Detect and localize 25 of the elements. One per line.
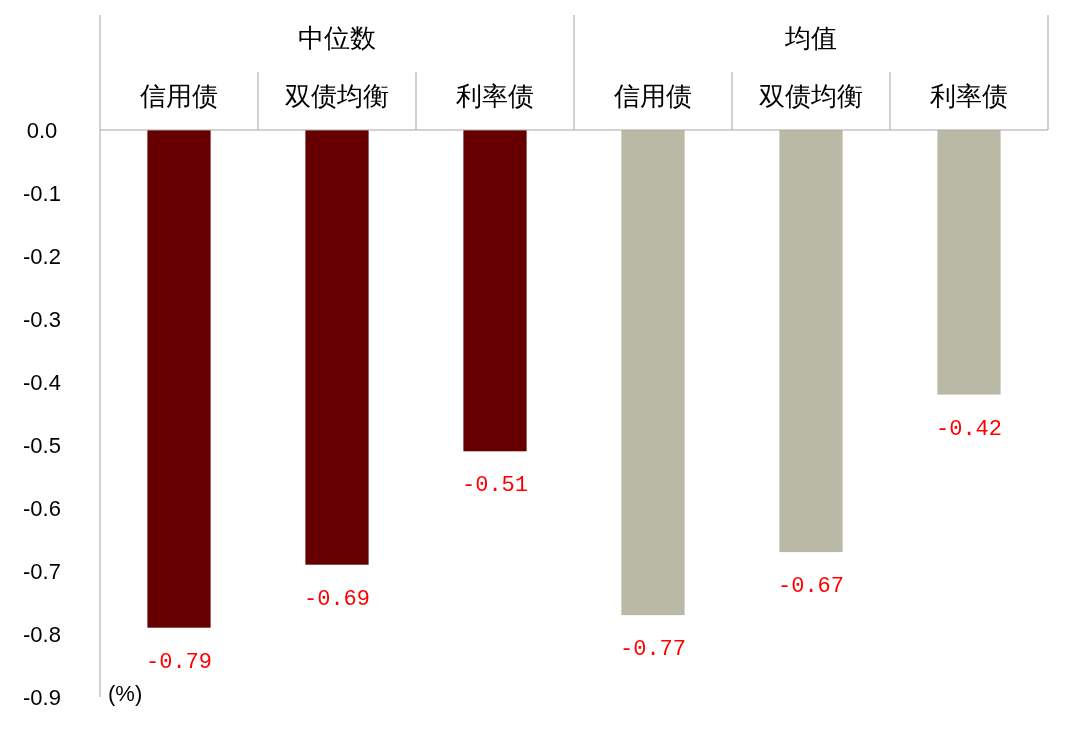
data-label: -0.51	[461, 473, 529, 499]
x-tick-label: 双债均衡	[285, 81, 389, 111]
y-tick-label: -0.1	[23, 181, 61, 206]
y-tick-label: -0.2	[23, 244, 61, 269]
x-tick-label: 信用债	[140, 81, 218, 111]
x-tick-label: 利率债	[456, 81, 534, 111]
x-tick-label: 利率债	[930, 81, 1008, 111]
data-label: -0.42	[935, 416, 1003, 442]
y-tick-label: -0.8	[23, 622, 61, 647]
data-label: -0.67	[777, 574, 845, 600]
y-tick-label: -0.6	[23, 496, 61, 521]
x-tick-label: 双债均衡	[759, 81, 863, 111]
data-label: -0.79	[145, 649, 213, 675]
y-axis-title: (%)	[108, 681, 143, 706]
data-label: -0.69	[303, 586, 371, 612]
y-tick-label: 0.0	[26, 118, 58, 143]
x-tick-label: 信用债	[614, 81, 692, 111]
y-tick-label: -0.7	[23, 559, 61, 584]
text: 中位数	[298, 23, 376, 53]
y-tick-label: -0.4	[23, 370, 61, 395]
y-tick-label: -0.9	[23, 685, 61, 710]
y-tick-label: -0.3	[23, 307, 61, 332]
text: 均值	[784, 23, 837, 53]
data-label: -0.77	[619, 637, 687, 663]
y-tick-label: -0.5	[23, 433, 61, 458]
